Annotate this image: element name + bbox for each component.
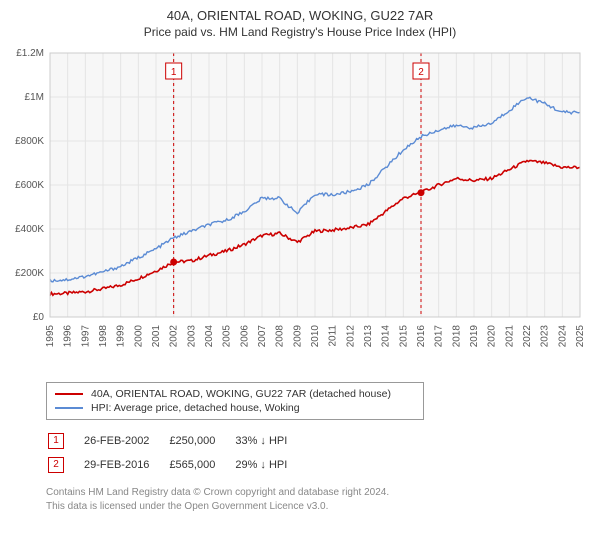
footer: Contains HM Land Registry data © Crown c… xyxy=(46,486,588,513)
svg-text:2017: 2017 xyxy=(434,325,445,348)
svg-text:£600K: £600K xyxy=(15,180,44,191)
svg-text:2025: 2025 xyxy=(575,325,586,348)
svg-text:£1M: £1M xyxy=(25,92,44,103)
legend-item: 40A, ORIENTAL ROAD, WOKING, GU22 7AR (de… xyxy=(55,387,415,401)
svg-text:2023: 2023 xyxy=(540,325,551,348)
marker-delta: 29% ↓ HPI xyxy=(235,454,305,476)
legend-swatch-icon xyxy=(55,407,83,409)
svg-text:2002: 2002 xyxy=(169,325,180,348)
svg-text:2000: 2000 xyxy=(133,325,144,348)
price-chart: £0 £200K £400K £600K £800K £1M £1.2M 1995 1996 19… xyxy=(6,47,594,372)
svg-text:2009: 2009 xyxy=(292,325,303,348)
legend-swatch-icon xyxy=(55,393,83,395)
footer-line: This data is licensed under the Open Gov… xyxy=(46,500,588,514)
svg-text:2019: 2019 xyxy=(469,325,480,348)
svg-text:2021: 2021 xyxy=(504,325,515,348)
svg-text:2015: 2015 xyxy=(398,325,409,348)
svg-text:£200K: £200K xyxy=(15,268,44,279)
svg-text:2018: 2018 xyxy=(451,325,462,348)
svg-text:2024: 2024 xyxy=(557,325,568,348)
svg-text:2022: 2022 xyxy=(522,325,533,348)
svg-text:2001: 2001 xyxy=(151,325,162,348)
svg-text:1998: 1998 xyxy=(98,325,109,348)
markers-table: 1 26-FEB-2002 £250,000 33% ↓ HPI 2 29-FE… xyxy=(46,428,307,478)
svg-text:1: 1 xyxy=(171,67,177,78)
marker-delta: 33% ↓ HPI xyxy=(235,430,305,452)
marker-date: 26-FEB-2002 xyxy=(84,430,167,452)
svg-text:2014: 2014 xyxy=(381,325,392,348)
chart-svg: £0 £200K £400K £600K £800K £1M £1.2M 1995 1996 19… xyxy=(6,47,586,367)
svg-text:2020: 2020 xyxy=(487,325,498,348)
marker-price: £250,000 xyxy=(169,430,233,452)
svg-text:1999: 1999 xyxy=(116,325,127,348)
marker-badge: 1 xyxy=(48,433,64,449)
footer-line: Contains HM Land Registry data © Crown c… xyxy=(46,486,588,500)
legend: 40A, ORIENTAL ROAD, WOKING, GU22 7AR (de… xyxy=(46,382,424,420)
svg-text:2011: 2011 xyxy=(328,325,339,347)
marker-badge: 2 xyxy=(48,457,64,473)
svg-text:2007: 2007 xyxy=(257,325,268,348)
svg-text:2003: 2003 xyxy=(186,325,197,348)
page-subtitle: Price paid vs. HM Land Registry's House … xyxy=(6,25,594,39)
marker-price: £565,000 xyxy=(169,454,233,476)
table-row: 1 26-FEB-2002 £250,000 33% ↓ HPI xyxy=(48,430,305,452)
marker-date: 29-FEB-2016 xyxy=(84,454,167,476)
svg-text:1996: 1996 xyxy=(63,325,74,348)
svg-text:2016: 2016 xyxy=(416,325,427,348)
svg-text:2: 2 xyxy=(418,67,424,78)
svg-text:2008: 2008 xyxy=(275,325,286,348)
svg-text:2013: 2013 xyxy=(363,325,374,348)
svg-text:2006: 2006 xyxy=(239,325,250,348)
page-title: 40A, ORIENTAL ROAD, WOKING, GU22 7AR xyxy=(6,8,594,23)
legend-item: HPI: Average price, detached house, Woki… xyxy=(55,401,415,415)
svg-text:1995: 1995 xyxy=(45,325,56,348)
table-row: 2 29-FEB-2016 £565,000 29% ↓ HPI xyxy=(48,454,305,476)
svg-text:2010: 2010 xyxy=(310,325,321,348)
svg-text:2005: 2005 xyxy=(222,325,233,348)
svg-text:£0: £0 xyxy=(33,312,45,323)
svg-text:2012: 2012 xyxy=(345,325,356,348)
svg-text:£1.2M: £1.2M xyxy=(16,48,44,59)
svg-text:1997: 1997 xyxy=(80,325,91,348)
svg-text:2004: 2004 xyxy=(204,325,215,348)
legend-label: 40A, ORIENTAL ROAD, WOKING, GU22 7AR (de… xyxy=(91,388,391,400)
legend-label: HPI: Average price, detached house, Woki… xyxy=(91,402,300,414)
svg-text:£400K: £400K xyxy=(15,224,44,235)
svg-text:£800K: £800K xyxy=(15,136,44,147)
